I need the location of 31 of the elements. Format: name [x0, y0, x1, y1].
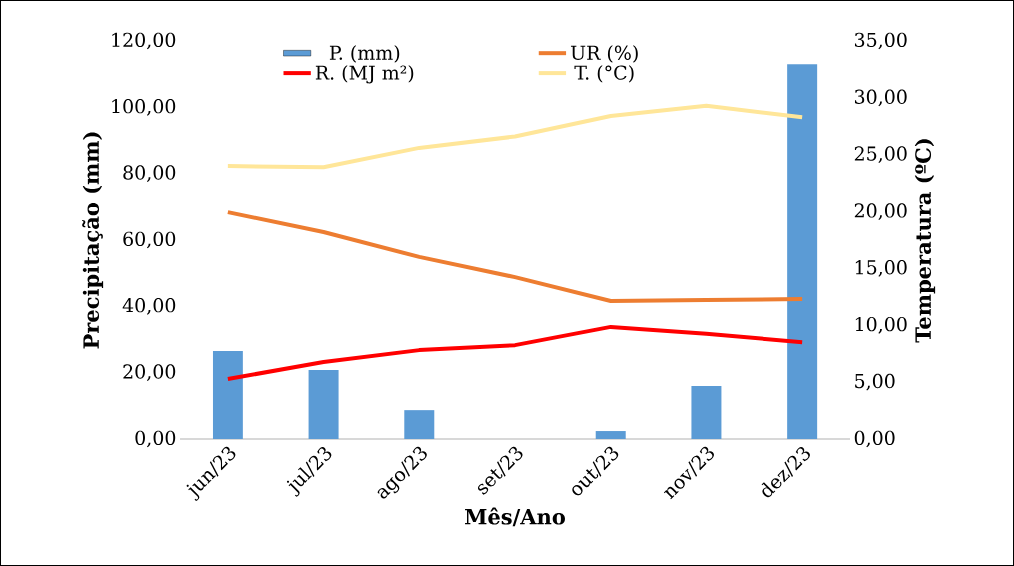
y-tick-label: 120,00	[112, 32, 176, 50]
line-series	[225, 210, 805, 304]
y2-tick-label: 20,00	[854, 203, 907, 220]
y-tick-label: 20,00	[123, 364, 176, 382]
legend-label: P. (mm)	[329, 45, 400, 63]
line-series	[225, 103, 805, 170]
y2-tick-label: 15,00	[855, 260, 907, 277]
bar	[595, 431, 626, 439]
y-tick-label: 100,00	[112, 98, 176, 116]
bar	[308, 370, 339, 439]
y2-tick-label: 35,00	[854, 32, 907, 50]
y-tick-label: 60,00	[123, 231, 176, 249]
line-series	[225, 324, 805, 381]
y2-axis-title: Temperatura (ºC)	[914, 139, 936, 343]
y2-tick-label: 5,00	[855, 373, 895, 391]
y-axis-title: Precipitação (mm)	[82, 132, 104, 349]
bar	[787, 64, 818, 439]
y2-tick-label: 25,00	[854, 146, 907, 164]
legend-label: T. (°C)	[574, 65, 634, 83]
y2-tick-label: 10,00	[855, 316, 907, 334]
y-tick-label: 0,00	[135, 430, 176, 448]
legend-label: R. (MJ m²)	[315, 65, 414, 84]
y-tick-label: 80,00	[123, 165, 176, 183]
bar	[212, 351, 243, 439]
bar	[404, 410, 435, 439]
y2-tick-label: 0,00	[854, 430, 895, 448]
x-axis-title: Mês/Ano	[465, 507, 565, 527]
bar	[691, 385, 722, 439]
legend-label: UR (%)	[570, 45, 638, 63]
y-tick-label: 40,00	[122, 297, 176, 315]
y2-tick-label: 30,00	[854, 89, 907, 107]
